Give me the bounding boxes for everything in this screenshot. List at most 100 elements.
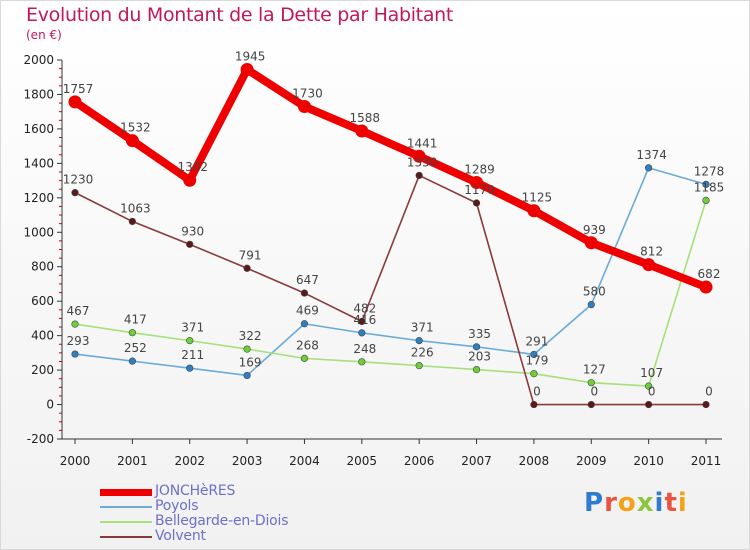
data-label: 812: [640, 245, 663, 259]
x-tick-label: 2008: [519, 454, 550, 468]
x-tick-label: 2007: [461, 454, 492, 468]
data-label: 169: [239, 355, 262, 369]
data-point: [183, 173, 197, 187]
data-point: [243, 264, 251, 272]
y-tick-label: 200: [31, 363, 54, 377]
data-label: 322: [239, 329, 262, 343]
y-tick-label: 1200: [23, 191, 54, 205]
data-point: [300, 320, 309, 328]
data-point: [530, 400, 538, 409]
legend-label: Poyols: [155, 498, 199, 514]
data-point: [584, 236, 598, 250]
data-label: 371: [181, 321, 204, 335]
x-tick-label: 2003: [232, 454, 263, 468]
data-point: [243, 345, 251, 353]
data-point: [186, 337, 194, 345]
data-label: 0: [705, 385, 713, 399]
data-label: 791: [239, 248, 262, 262]
x-tick-label: 2005: [347, 454, 378, 468]
data-label: 211: [181, 348, 204, 362]
x-tick-label: 2006: [404, 454, 435, 468]
data-point: [587, 400, 595, 409]
data-point: [412, 149, 426, 163]
data-label: 1302: [177, 160, 208, 174]
data-point: [186, 364, 194, 372]
data-point: [472, 365, 481, 374]
x-tick-label: 2004: [289, 454, 320, 468]
data-label: 1730: [292, 87, 323, 101]
chart-subtitle: (en €): [26, 28, 62, 42]
y-tick-label: 400: [31, 329, 54, 343]
logo-letter: i: [654, 488, 665, 518]
y-tick-label: 2000: [23, 53, 54, 67]
data-label: 939: [583, 223, 606, 237]
data-point: [645, 382, 653, 390]
chart-title: Evolution du Montant de la Dette par Hab…: [26, 4, 454, 26]
data-point: [702, 180, 710, 188]
data-label: 127: [583, 363, 606, 377]
logo-letter: o: [617, 488, 637, 518]
data-label: 335: [468, 327, 491, 341]
data-point: [355, 124, 369, 138]
data-point: [645, 400, 653, 409]
data-label: 1063: [120, 201, 151, 215]
x-tick-label: 2009: [576, 454, 607, 468]
data-point: [186, 240, 194, 248]
data-point: [415, 337, 423, 345]
data-label: 580: [583, 285, 606, 299]
logo-letter: r: [604, 488, 618, 518]
data-label: 1289: [464, 162, 495, 176]
proxiti-logo: Proxiti: [584, 488, 688, 518]
y-tick-label: 0: [46, 398, 54, 412]
data-point: [472, 343, 481, 351]
data-point: [702, 400, 710, 409]
data-label: 416: [353, 313, 376, 327]
data-point: [527, 204, 541, 218]
y-tick-label: -200: [27, 432, 54, 446]
data-point: [128, 357, 136, 365]
x-tick-label: 2002: [174, 454, 205, 468]
data-point: [71, 189, 79, 197]
x-tick-label: 2011: [691, 454, 722, 468]
data-point: [128, 329, 136, 337]
data-point: [587, 301, 595, 309]
data-label: 1278: [694, 164, 725, 178]
data-label: 248: [353, 342, 376, 356]
logo-letter: t: [664, 488, 678, 518]
data-label: 1170: [464, 183, 495, 197]
data-label: 1588: [350, 111, 381, 125]
data-point: [297, 100, 311, 114]
legend-label: JONCHèRES: [155, 483, 236, 499]
data-label: 1125: [522, 191, 553, 205]
data-label: 0: [590, 385, 598, 399]
data-label: 0: [648, 385, 656, 399]
data-point: [300, 289, 309, 297]
data-point: [358, 358, 366, 366]
data-point: [240, 62, 254, 76]
y-tick-label: 1800: [23, 87, 54, 101]
data-point: [472, 199, 481, 207]
data-label: 467: [67, 304, 90, 318]
data-label: 682: [698, 267, 721, 281]
data-point: [470, 175, 484, 189]
data-point: [642, 258, 656, 272]
data-label: 1532: [120, 121, 151, 135]
data-label: 417: [124, 313, 147, 327]
data-label: 1230: [63, 173, 94, 187]
series-line: [74, 174, 707, 406]
logo-letter: P: [584, 488, 605, 518]
data-label: 482: [353, 302, 376, 316]
series-line: [71, 65, 710, 292]
data-label: 469: [296, 304, 319, 318]
legend-swatch: [100, 489, 152, 496]
data-point: [645, 164, 653, 172]
data-label: 371: [411, 321, 434, 335]
series-line: [74, 199, 707, 387]
data-label: 1185: [694, 180, 725, 194]
y-tick-label: 600: [31, 294, 54, 308]
data-point: [699, 280, 713, 294]
y-tick-label: 800: [31, 260, 54, 274]
data-label: 1330: [407, 155, 438, 169]
data-label: 203: [468, 350, 491, 364]
